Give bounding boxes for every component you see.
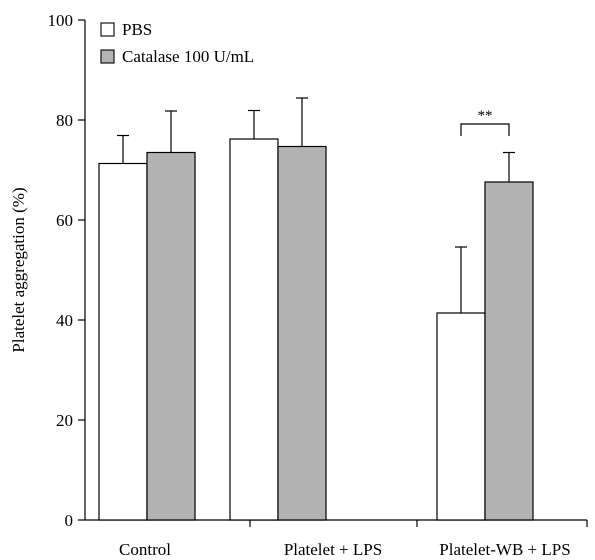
bar-catalase bbox=[277, 145, 327, 521]
y-tick-label: 0 bbox=[65, 511, 74, 530]
bar-catalase bbox=[484, 181, 534, 521]
legend-swatch bbox=[100, 49, 115, 64]
bar-pbs bbox=[98, 162, 148, 521]
bar-catalase bbox=[146, 151, 196, 521]
chart-bars bbox=[98, 138, 534, 521]
x-tick-label: Platelet-WB + LPS bbox=[439, 540, 570, 559]
chart-annotations: ** bbox=[460, 108, 510, 136]
significance-bracket bbox=[460, 123, 510, 136]
legend-label: PBS bbox=[122, 20, 152, 39]
chart-axes: 0 20 40 60 80 100 Control Platelet + LPS Platele… bbox=[48, 11, 588, 559]
y-tick-label: 20 bbox=[56, 411, 73, 430]
chart-error-bars bbox=[117, 97, 515, 313]
legend-swatch bbox=[100, 22, 115, 37]
x-tick-label: Control bbox=[119, 540, 171, 559]
y-tick-label: 40 bbox=[56, 311, 73, 330]
bar-pbs bbox=[229, 138, 279, 521]
chart-legend: PBS Catalase 100 U/mL bbox=[100, 20, 254, 66]
bar-pbs bbox=[436, 312, 486, 521]
y-tick-label: 100 bbox=[48, 11, 74, 30]
y-tick-label: 60 bbox=[56, 211, 73, 230]
significance-label: ** bbox=[478, 108, 493, 124]
legend-label: Catalase 100 U/mL bbox=[122, 47, 254, 66]
x-tick-label: Platelet + LPS bbox=[284, 540, 382, 559]
y-axis-title: Platelet aggregation (%) bbox=[9, 187, 28, 352]
y-tick-label: 80 bbox=[56, 111, 73, 130]
